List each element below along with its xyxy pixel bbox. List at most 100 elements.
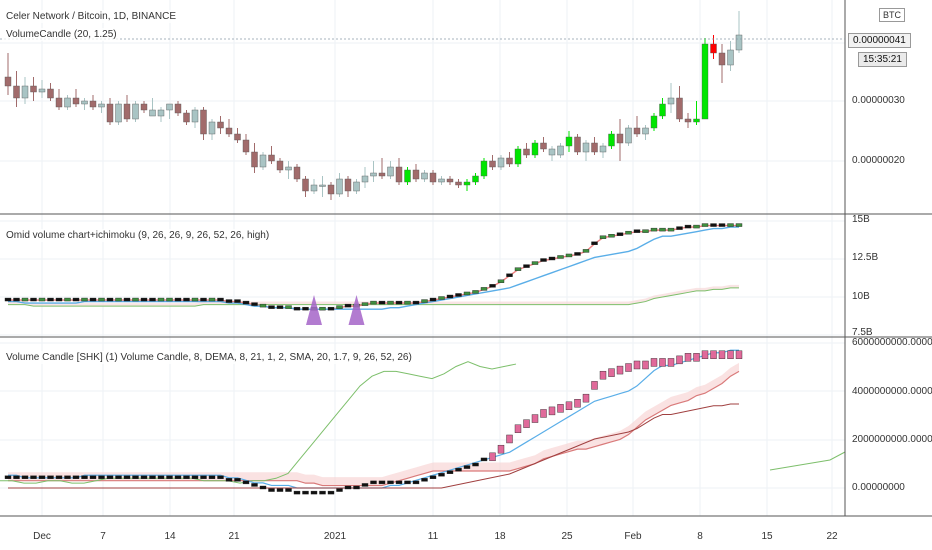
volume-candle-mark [446,294,454,299]
volume-candle-mark [480,287,488,291]
volume-candle-mark [64,297,71,302]
volume-candle-mark [650,227,658,232]
shk-candle-mark [21,475,29,479]
shk-candle-mark [395,480,403,485]
price-axis-label-2: 0.00000020 [852,155,905,166]
shk-candle-mark [13,475,20,479]
volume-candle-mark [174,297,182,302]
candle-body [514,148,522,165]
volume-candle-mark [208,297,216,302]
volume-candle-mark [140,297,148,302]
shk-candle-mark [217,475,224,479]
candle-body [548,148,556,156]
candle-body [38,88,46,93]
shk-candle-mark [370,480,377,485]
volume-candle-mark [106,297,114,302]
symbol-title: Celer Network / Bitcoin, 1D, BINANCE [4,10,179,23]
candle-body [336,178,343,195]
candle-body [540,142,547,150]
candle-body [81,100,88,105]
shk-volume-pane[interactable] [0,349,846,495]
shk-candle-mark [514,424,522,433]
shk-candle-mark [208,475,216,479]
volume-candle-mark [259,303,267,308]
volume-candle-mark [285,305,292,309]
candle-body [404,169,411,183]
volume-candle-mark [574,252,581,256]
shk-candle-mark [387,480,394,485]
shk-candle-mark [489,452,496,462]
volume-candle-mark [565,253,573,258]
candle-body [446,178,454,183]
shk-candle-mark [30,475,37,479]
shk-green-tail [769,451,846,471]
shk-candle-mark [353,485,360,490]
volume-candle-mark [302,306,309,311]
ich-axis-label-10b: 10B [852,291,870,302]
volume-candle-mark [718,223,726,227]
shk-legend[interactable]: Volume Candle [SHK] (1) Volume Candle, 8… [4,351,414,364]
ichimoku-pane[interactable] [4,223,743,325]
candle-body [123,103,131,120]
candle-body [370,172,377,177]
candle-body [395,166,403,183]
candle-body [676,97,683,120]
candle-body [463,181,471,186]
shk-darkred-line [8,403,739,489]
candle-body [429,172,437,183]
volume-candle-mark [191,297,199,302]
volume-candle-mark [676,226,683,230]
volume-candle-mark [200,297,207,302]
candle-body [302,178,309,192]
candle-body [489,160,496,168]
volume-candle-mark [21,297,29,302]
shk-candle-mark [174,475,182,479]
candle-body [174,103,182,114]
candle-body [421,172,428,180]
candle-body [642,127,649,135]
shk-axis-label-0: 0.00000000 [852,482,905,493]
volume-candle-mark [455,293,462,297]
candle-body [30,85,37,93]
candle-body [259,154,267,168]
volume-candle-mark [30,297,37,302]
volume-candle-mark [361,302,369,306]
candle-body [574,136,581,153]
shk-candle-mark [710,350,717,359]
tenkan-line [8,226,739,310]
shk-candle-mark [718,350,726,359]
candle-body [650,115,658,129]
shk-candle-mark [4,475,12,479]
currency-badge[interactable]: BTC [879,8,905,22]
volume-candle-mark [608,233,615,238]
shk-candle-mark [429,475,437,479]
volume-candle-mark [89,297,97,302]
shk-candle-mark [106,475,114,479]
shk-candle-mark [463,465,471,469]
volumecandle-legend[interactable]: VolumeCandle (20, 1.25) [4,28,119,41]
time-label-21: 21 [228,531,240,542]
shk-candle-mark [242,480,250,485]
shk-candle-mark [157,475,165,479]
volume-candle-mark [684,224,692,229]
volume-candle-mark [642,229,649,233]
shk-candle-mark [676,355,683,365]
candle-body [319,184,326,187]
volume-candle-mark [463,291,471,296]
volume-candle-mark [166,297,173,302]
candle-body [208,121,216,135]
volume-candle-mark [540,258,547,262]
ichimoku-legend[interactable]: Omid volume chart+ichimoku (9, 26, 26, 9… [4,229,272,242]
time-label-25: 25 [561,531,573,542]
time-label-18: 18 [494,531,506,542]
volume-candle-mark [123,297,131,302]
volume-candle-mark [659,227,666,232]
main-price-pane[interactable] [4,11,743,200]
candle-body [412,169,420,180]
volume-candle-mark [514,267,522,271]
volume-candle-mark [735,223,743,227]
candle-body [98,103,105,108]
volume-candle-mark [523,264,530,268]
candle-body [217,121,224,129]
